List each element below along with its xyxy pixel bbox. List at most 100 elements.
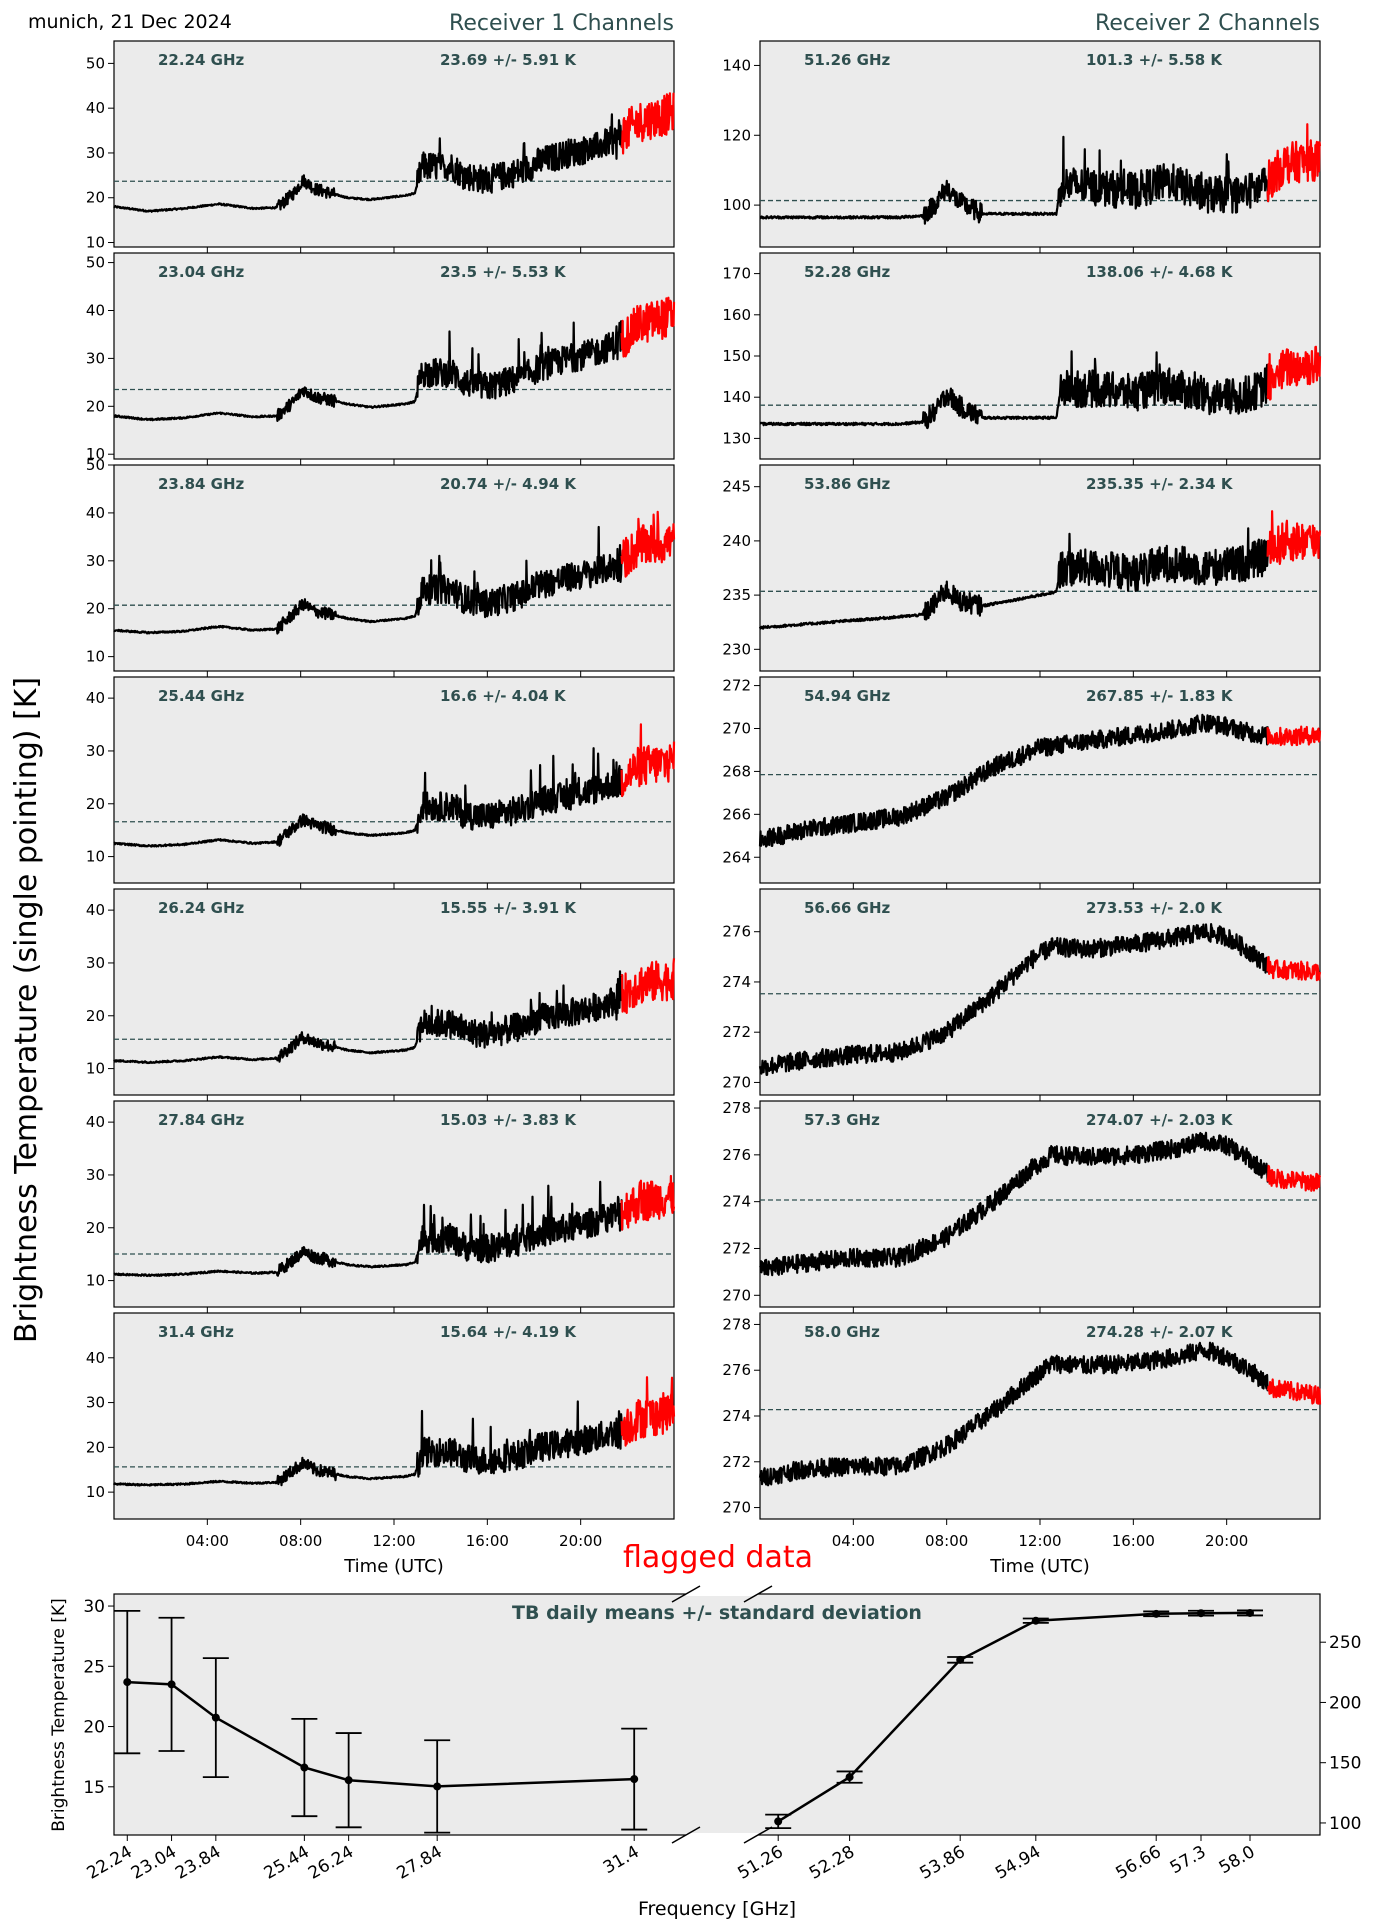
panel-background	[759, 888, 1321, 1096]
y-tick-label: 276	[722, 923, 751, 941]
channel-stats-label: 15.64 +/- 4.19 K	[440, 1323, 577, 1341]
flagged-data-label: flagged data	[623, 1540, 813, 1575]
flagged-series-line	[620, 958, 676, 1015]
y-tick-label: 30	[86, 954, 105, 972]
x-axis-label-right: Time (UTC)	[989, 1556, 1090, 1577]
channel-frequency-label: 27.84 GHz	[158, 1111, 245, 1129]
series-line	[759, 1131, 1270, 1277]
series-line	[113, 747, 624, 848]
channel-frequency-label: 26.24 GHz	[158, 899, 245, 917]
panel-left-6: 10 20 30 40 27.84 GHz 15.03 +/- 3.83 K	[86, 1100, 676, 1313]
panel-background	[759, 1100, 1321, 1308]
means-x-tick-label: 23.84	[172, 1842, 224, 1884]
channel-stats-label: 267.85 +/- 1.83 K	[1086, 687, 1234, 705]
series-line	[113, 320, 624, 422]
y-tick-label: 30	[86, 349, 105, 367]
channel-frequency-label: 23.84 GHz	[158, 475, 245, 493]
y-tick-label: 130	[722, 429, 751, 447]
channel-stats-label: 16.6 +/- 4.04 K	[440, 687, 567, 705]
channel-stats-label: 15.03 +/- 3.83 K	[440, 1111, 577, 1129]
y-tick-label: 10	[86, 848, 105, 866]
y-tick-label: 10	[86, 1272, 105, 1290]
y-tick-label: 268	[722, 762, 751, 780]
y-tick-label: 10	[86, 234, 105, 252]
channel-frequency-label: 57.3 GHz	[804, 1111, 880, 1129]
panel-right-5: 270 272 274 276 56.66 GHz 273.53 +/- 2.0 K	[722, 888, 1322, 1101]
y-tick-label: 10	[86, 1060, 105, 1078]
panel-background	[113, 1100, 675, 1308]
panel-left-3: 10 20 30 40 50 23.84 GHz 20.74 +/- 4.94 K	[86, 456, 676, 677]
panel-background	[113, 1312, 675, 1520]
channel-stats-label: 235.35 +/- 2.34 K	[1086, 475, 1234, 493]
flagged-series-line	[1266, 1164, 1322, 1192]
y-tick-label: 10	[86, 1483, 105, 1501]
y-tick-label: 40	[86, 1113, 105, 1131]
means-chart: TB daily means +/- standard deviation Bri…	[49, 1585, 1361, 1920]
mean-point	[344, 1776, 353, 1785]
y-tick-label: 40	[86, 901, 105, 919]
panel-right-4: 264 266 268 270 272 54.94 GHz 267.85 +/- 1.83 …	[722, 676, 1322, 889]
means-y-tick-label: 150	[1329, 1754, 1361, 1774]
y-tick-label: 272	[722, 1453, 751, 1471]
channel-stats-label: 23.5 +/- 5.53 K	[440, 263, 567, 281]
x-tick-label: 04:00	[832, 1532, 875, 1550]
channel-frequency-label: 52.28 GHz	[804, 263, 891, 281]
y-tick-label: 20	[86, 397, 105, 415]
means-x-tick-label: 25.44	[261, 1842, 313, 1884]
x-tick-label: 12:00	[372, 1532, 415, 1550]
y-tick-label: 278	[722, 1315, 751, 1333]
y-tick-label: 274	[722, 973, 751, 991]
y-tick-label: 150	[722, 347, 751, 365]
time-series-panels: 10 20 30 40 50 22.24 GHz 23.69 +/- 5.91 K 10 20 3…	[86, 40, 1322, 1550]
means-x-tick-label: 23.04	[128, 1842, 180, 1884]
channel-frequency-label: 23.04 GHz	[158, 263, 245, 281]
y-tick-label: 20	[86, 189, 105, 207]
y-tick-label: 40	[86, 1349, 105, 1367]
receiver1-title: Receiver 1 Channels	[449, 11, 674, 36]
channel-stats-label: 23.69 +/- 5.91 K	[440, 51, 577, 69]
x-tick-label: 20:00	[1205, 1532, 1248, 1550]
channel-frequency-label: 31.4 GHz	[158, 1323, 234, 1341]
axis-break-mark	[743, 1826, 773, 1844]
y-tick-label: 20	[86, 1007, 105, 1025]
y-tick-label: 30	[86, 1394, 105, 1412]
mean-point	[630, 1775, 639, 1784]
mean-point	[1152, 1609, 1161, 1618]
flagged-series-line	[620, 92, 675, 155]
means-x-tick-label: 51.26	[735, 1842, 787, 1884]
series-line	[113, 113, 624, 213]
y-tick-label: 50	[86, 254, 105, 272]
x-tick-label: 20:00	[559, 1532, 602, 1550]
y-tick-label: 160	[722, 306, 751, 324]
y-tick-label: 140	[722, 388, 751, 406]
series-line	[112, 1400, 624, 1487]
channel-frequency-label: 54.94 GHz	[804, 687, 891, 705]
panel-background	[113, 464, 675, 672]
channel-stats-label: 274.28 +/- 2.07 K	[1086, 1323, 1234, 1341]
y-tick-label: 270	[722, 720, 751, 738]
x-tick-label: 04:00	[186, 1532, 229, 1550]
channel-frequency-label: 25.44 GHz	[158, 687, 245, 705]
channel-frequency-label: 56.66 GHz	[804, 899, 891, 917]
series-line	[113, 1180, 624, 1278]
channel-frequency-label: 51.26 GHz	[804, 51, 891, 69]
y-tick-label: 272	[722, 677, 751, 695]
channel-frequency-label: 58.0 GHz	[804, 1323, 880, 1341]
y-tick-label: 120	[722, 126, 751, 144]
series-line	[113, 525, 624, 635]
y-tick-label: 20	[86, 795, 105, 813]
panel-right-6: 270 272 274 276 278 57.3 GHz 274.07 +/- 2.03 K	[722, 1099, 1322, 1313]
axis-break-mark	[671, 1585, 701, 1603]
means-chart-title: TB daily means +/- standard deviation	[512, 1602, 922, 1624]
x-tick-label: 12:00	[1018, 1532, 1061, 1550]
flagged-series-line	[1266, 955, 1322, 982]
channel-frequency-label: 22.24 GHz	[158, 51, 245, 69]
panel-left-1: 10 20 30 40 50 22.24 GHz 23.69 +/- 5.91 K	[86, 40, 675, 253]
means-y-axis-label: Brightness Temperature [K]	[49, 1598, 69, 1831]
y-tick-label: 50	[86, 54, 105, 72]
means-x-tick-label: 52.28	[806, 1842, 858, 1884]
panel-background	[759, 252, 1321, 460]
panel-right-7: 270 272 274 276 278 04:00 08:00 12:00 16:00 20:00…	[722, 1312, 1322, 1550]
y-tick-label: 274	[722, 1193, 751, 1211]
